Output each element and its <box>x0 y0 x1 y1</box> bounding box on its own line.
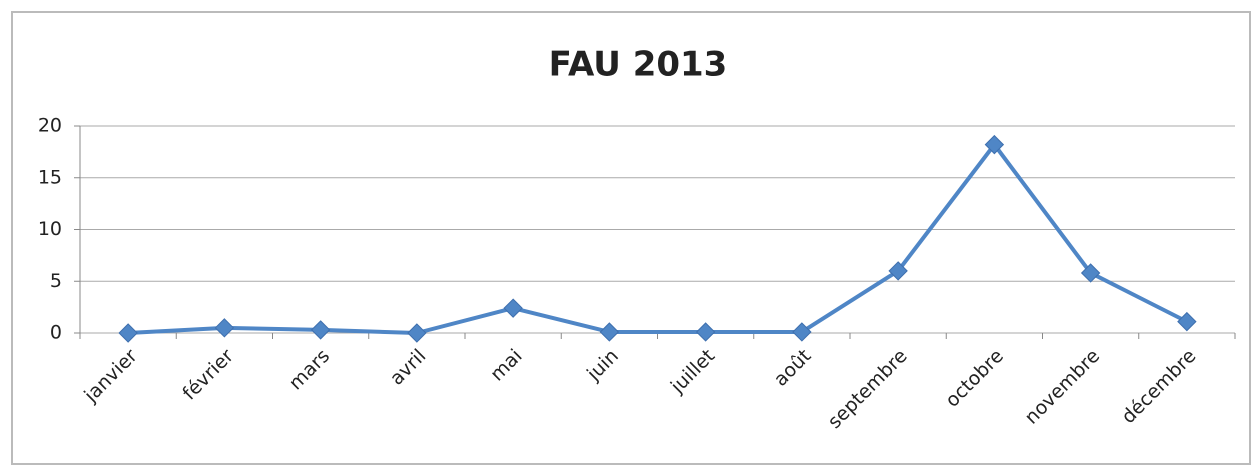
chart-title: FAU 2013 <box>549 45 728 85</box>
marker <box>214 318 235 338</box>
marker <box>118 323 138 343</box>
marker <box>599 322 620 342</box>
y-tick-label: 0 <box>50 322 62 344</box>
y-tick-label: 5 <box>50 270 62 292</box>
marker <box>792 322 812 342</box>
line <box>128 142 1188 335</box>
marker <box>1080 263 1101 283</box>
marker <box>888 261 908 281</box>
marker <box>695 322 716 342</box>
y-tick-label: 20 <box>38 115 62 137</box>
marker <box>310 320 331 340</box>
y-tick-label: 15 <box>38 166 62 188</box>
chart-frame <box>11 11 1251 465</box>
marker <box>503 298 523 318</box>
marker <box>1177 311 1197 332</box>
y-tick-label: 10 <box>38 218 62 240</box>
marker <box>407 323 427 343</box>
marker <box>984 134 1005 155</box>
